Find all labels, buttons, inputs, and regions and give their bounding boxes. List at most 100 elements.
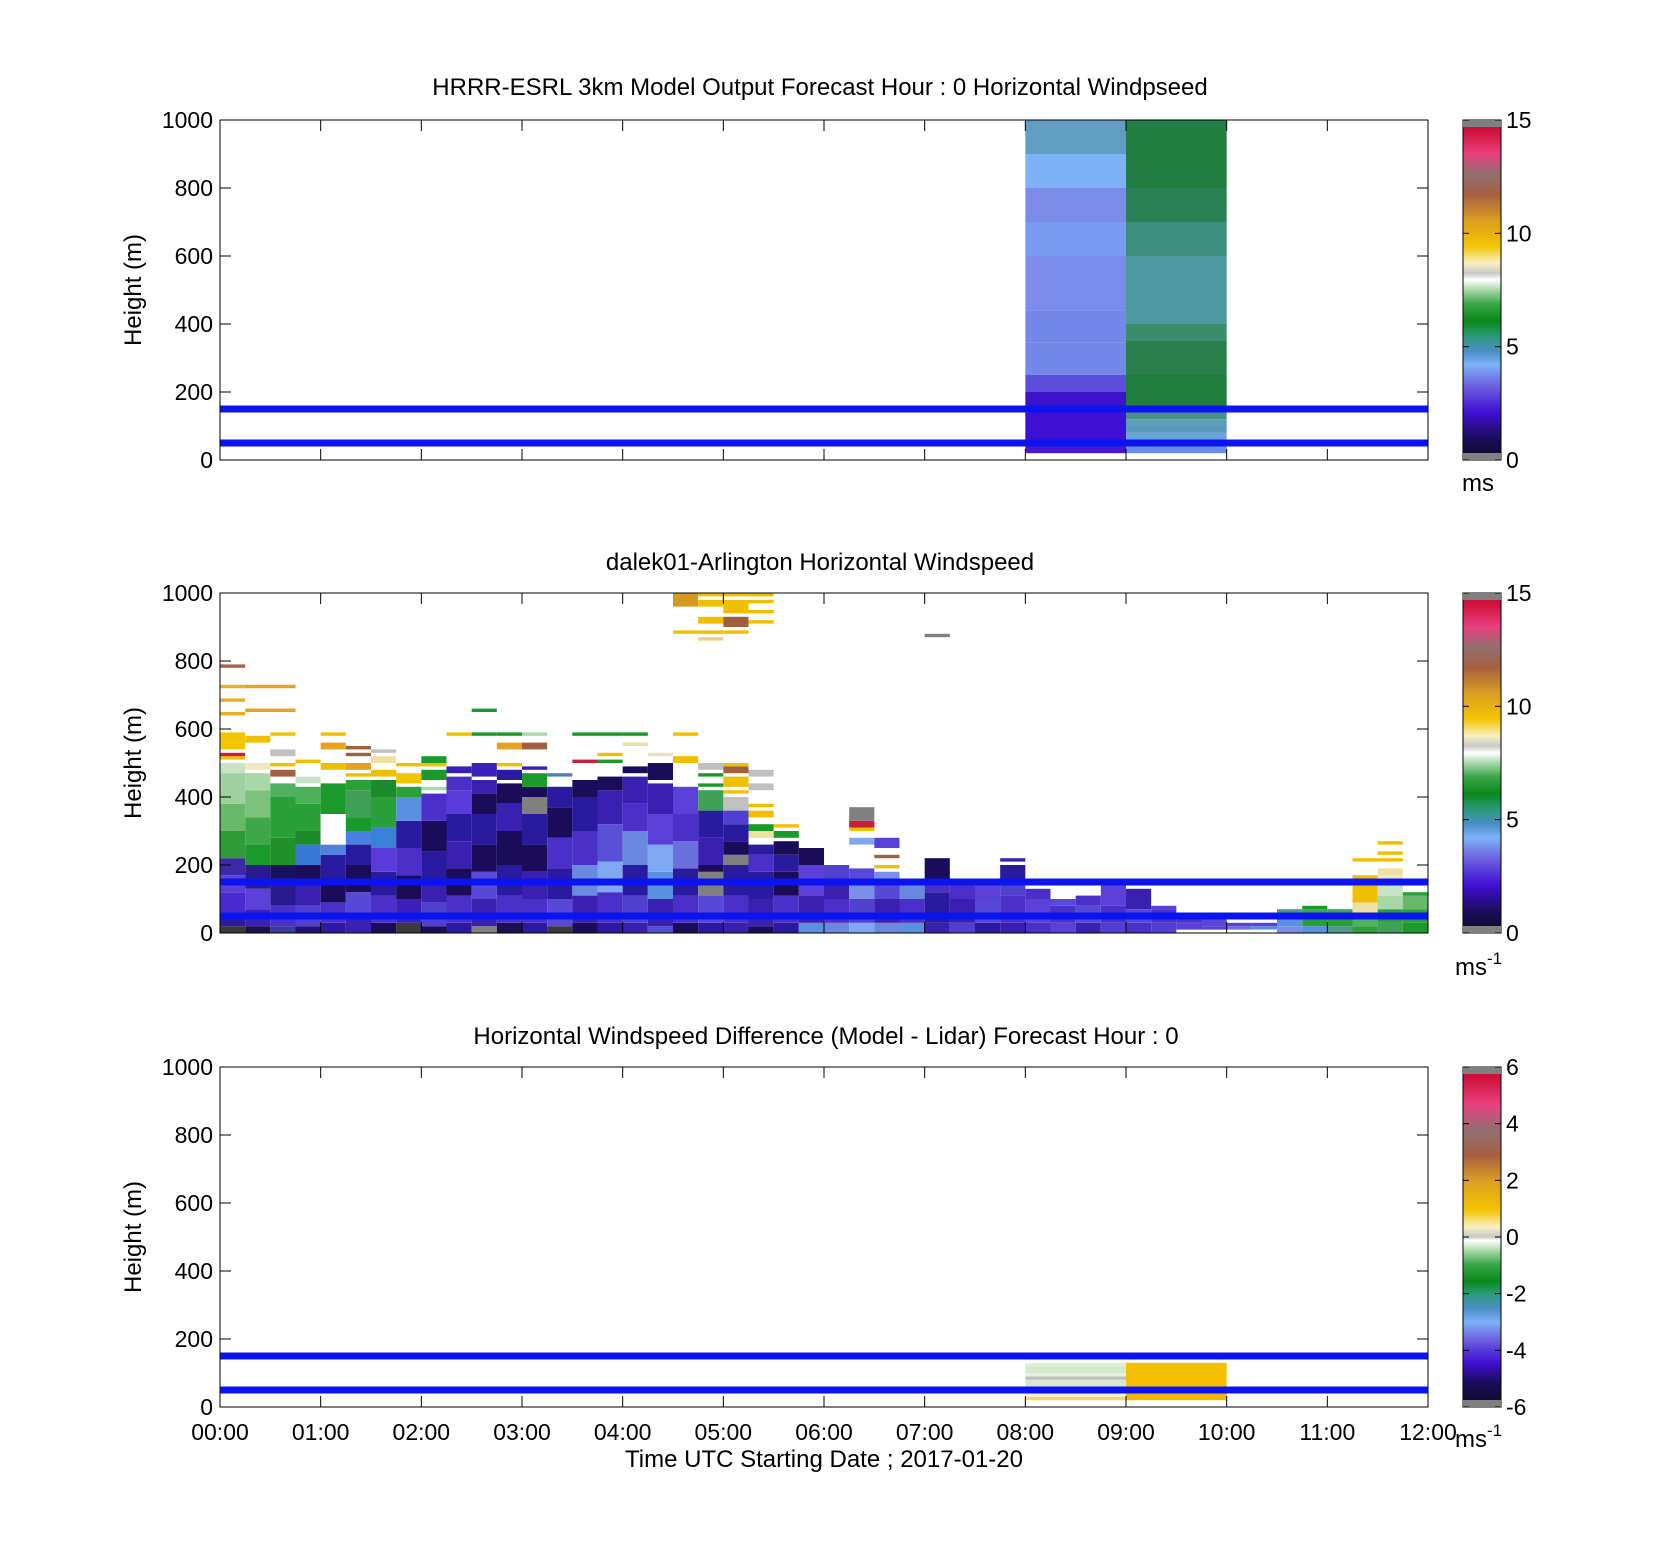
heatmap-cell — [245, 926, 271, 933]
heatmap-cell — [421, 820, 447, 852]
heatmap-cell — [547, 807, 573, 838]
heatmap-cell — [1050, 922, 1076, 933]
heatmap-cell — [1126, 446, 1227, 454]
y-tick-label: 800 — [175, 648, 213, 674]
heatmap-cell — [320, 742, 346, 750]
heatmap-cell — [723, 593, 749, 597]
heatmap-cell — [597, 752, 623, 757]
x-tick-label: 03:00 — [493, 1419, 551, 1445]
heatmap-cell — [723, 776, 749, 787]
heatmap-cell — [1126, 409, 1227, 420]
heatmap-cell — [496, 783, 522, 804]
x-axis-ticks: 00:00 01:00 02:00 03:00 04:00 05:00 06:00 07:00… — [191, 1067, 1457, 1445]
heatmap-cell — [421, 769, 447, 780]
heatmap-cell — [270, 926, 296, 933]
heatmap-cell — [597, 861, 623, 893]
heatmap-cell — [1126, 222, 1227, 256]
heatmap-cell — [698, 773, 724, 777]
colorbar-ticks: 0 5 10 15 — [1463, 107, 1532, 473]
heatmap-cell — [421, 756, 447, 763]
heatmap-cell — [1025, 342, 1126, 375]
heatmap-cell — [698, 763, 724, 770]
heatmap-cell — [245, 735, 271, 743]
heatmap-cell — [849, 922, 875, 933]
y-axis-ticks: 0 200 400 600 800 1000 — [162, 1054, 1428, 1420]
x-tick-label: 06:00 — [795, 1419, 853, 1445]
heatmap-cell — [723, 922, 749, 933]
heatmap-cell — [1377, 868, 1403, 876]
heatmap-cell — [245, 773, 271, 791]
heatmap-cell — [673, 756, 699, 763]
heatmap-cell — [1377, 858, 1403, 862]
heatmap-cell — [723, 841, 749, 855]
heatmap-cell — [345, 773, 371, 777]
heatmap-cell — [1000, 865, 1026, 882]
heatmap-cell — [496, 922, 522, 933]
heatmap-cell — [748, 803, 774, 808]
heatmap-cell — [320, 814, 346, 845]
panel-title: Horizontal Windspeed Difference (Model -… — [473, 1023, 1178, 1050]
heatmap-cell — [698, 922, 724, 933]
heatmap-cell — [295, 759, 321, 763]
heatmap-cell — [572, 759, 598, 763]
colorbar-under — [1463, 1400, 1501, 1407]
heatmap-cell — [1126, 426, 1227, 433]
heatmap-cell — [220, 831, 246, 859]
heatmap-cell — [824, 865, 850, 879]
heatmap-cell — [698, 783, 724, 787]
heatmap-cell — [371, 797, 397, 828]
heatmap-cell — [1126, 419, 1227, 426]
heatmap-cell — [245, 708, 271, 712]
heatmap-cell — [220, 664, 246, 668]
heatmap-cell — [1075, 922, 1101, 933]
heatmap-cell — [698, 616, 724, 624]
heatmap-cell — [849, 820, 875, 828]
heatmap-cell — [446, 790, 472, 814]
heatmap-cell — [320, 922, 346, 933]
heatmap-cell — [345, 790, 371, 818]
heatmap-cell — [748, 810, 774, 818]
heatmap-cell — [270, 708, 296, 712]
x-tick-label: 07:00 — [896, 1419, 954, 1445]
heatmap-cell — [723, 766, 749, 774]
heatmap-cell — [496, 769, 522, 780]
y-tick-label: 400 — [175, 1258, 213, 1284]
heatmap-cell — [547, 926, 573, 933]
heatmap-cell — [220, 892, 246, 913]
heatmap-cell — [396, 763, 422, 767]
heatmap-cell — [396, 773, 422, 784]
y-tick-label: 1000 — [162, 107, 213, 133]
heatmap-cell — [1100, 885, 1126, 906]
colorbar: 0 5 10 15 ms-1 — [1455, 580, 1532, 981]
heatmap-cell — [773, 922, 799, 933]
y-axis-label: Height (m) — [120, 234, 147, 346]
heatmap-cell — [345, 844, 371, 865]
heatmap-cell — [748, 854, 774, 872]
heatmap-cell — [270, 763, 296, 767]
heatmap-cell — [345, 919, 371, 933]
heatmap-cell — [773, 824, 799, 828]
heatmap-cell — [1025, 1366, 1126, 1373]
colorbar-tick-label: -4 — [1506, 1337, 1527, 1363]
heatmap-cell — [270, 797, 296, 838]
heatmap-cell — [446, 814, 472, 842]
heatmap-cell — [1025, 310, 1126, 343]
heatmap-cell — [1352, 926, 1378, 933]
heatmap-cell — [371, 756, 397, 763]
heatmap-cell — [647, 783, 673, 814]
heatmap-cell — [572, 797, 598, 831]
heatmap-cell — [647, 844, 673, 872]
y-axis-label: Height (m) — [120, 1181, 147, 1293]
heatmap-cell — [698, 630, 724, 634]
heatmap-cell — [245, 790, 271, 818]
heatmap-cell — [673, 841, 699, 869]
heatmap-cell — [698, 637, 724, 641]
heatmap-cell — [320, 732, 346, 736]
heatmap-cell — [723, 790, 749, 794]
heatmap-cell — [849, 837, 875, 845]
heatmap-cell — [849, 882, 875, 899]
y-tick-label: 400 — [175, 311, 213, 337]
heatmap-cell — [1025, 1379, 1126, 1387]
heatmap-cell — [547, 773, 573, 777]
heatmap-cell — [446, 922, 472, 933]
